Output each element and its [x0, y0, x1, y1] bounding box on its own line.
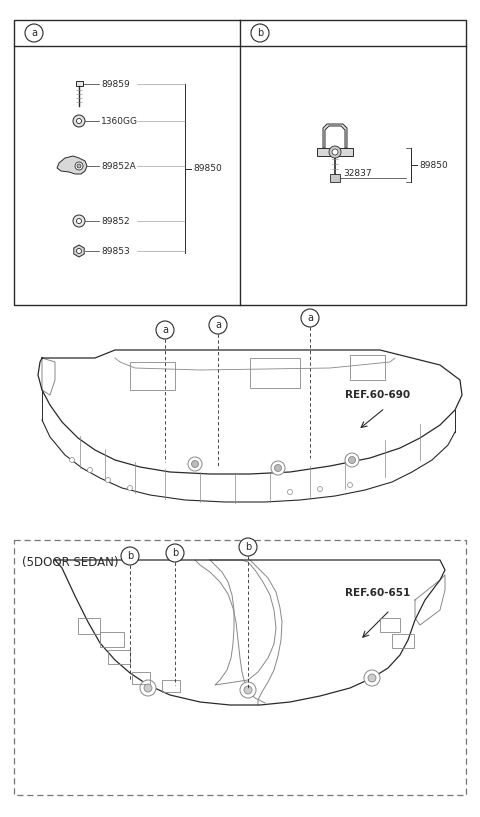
Text: 32837: 32837: [343, 169, 372, 178]
Bar: [162, 680, 180, 692]
Circle shape: [121, 547, 139, 565]
Circle shape: [348, 483, 352, 488]
Text: b: b: [127, 551, 133, 561]
Circle shape: [144, 684, 152, 692]
Circle shape: [73, 215, 85, 227]
Text: 89853: 89853: [101, 247, 130, 256]
Text: REF.60-651: REF.60-651: [345, 588, 410, 598]
Circle shape: [75, 162, 83, 170]
Circle shape: [77, 164, 81, 168]
Circle shape: [209, 316, 227, 334]
Text: a: a: [307, 313, 313, 323]
Bar: [14, 20, 466, 305]
Bar: [350, 355, 385, 380]
Text: 1360GG: 1360GG: [101, 117, 138, 126]
Polygon shape: [57, 156, 87, 174]
Text: 89850: 89850: [193, 164, 222, 173]
Circle shape: [106, 477, 110, 483]
Text: b: b: [172, 548, 178, 558]
Bar: [392, 634, 414, 648]
Bar: [250, 358, 300, 388]
Circle shape: [87, 467, 93, 472]
Circle shape: [271, 461, 285, 475]
Bar: [130, 362, 175, 390]
Circle shape: [73, 115, 85, 127]
Circle shape: [76, 118, 82, 123]
Text: 89850: 89850: [419, 160, 448, 169]
Text: (5DOOR SEDAN): (5DOOR SEDAN): [22, 556, 119, 569]
Polygon shape: [317, 148, 353, 156]
Bar: [78, 618, 100, 634]
Circle shape: [70, 458, 74, 462]
Circle shape: [76, 248, 82, 253]
Text: 89859: 89859: [101, 79, 130, 88]
Circle shape: [368, 674, 376, 682]
Text: b: b: [245, 542, 251, 552]
Circle shape: [348, 457, 356, 463]
Circle shape: [301, 309, 319, 327]
Bar: [100, 632, 124, 647]
Circle shape: [244, 686, 252, 694]
Text: a: a: [215, 320, 221, 330]
Text: a: a: [162, 325, 168, 335]
Text: 89852A: 89852A: [101, 162, 136, 171]
Circle shape: [188, 457, 202, 471]
Bar: [380, 618, 400, 632]
Text: b: b: [257, 28, 263, 38]
Circle shape: [345, 453, 359, 467]
Bar: [132, 672, 150, 684]
Circle shape: [192, 461, 199, 467]
Bar: [108, 650, 130, 664]
Circle shape: [364, 670, 380, 686]
Circle shape: [140, 680, 156, 696]
Circle shape: [128, 485, 132, 490]
Text: REF.60-690: REF.60-690: [345, 390, 410, 400]
Circle shape: [166, 544, 184, 562]
Polygon shape: [323, 124, 347, 148]
Circle shape: [275, 465, 281, 471]
Text: 89852: 89852: [101, 217, 130, 225]
Text: a: a: [31, 28, 37, 38]
Circle shape: [240, 682, 256, 698]
Circle shape: [288, 489, 292, 494]
Circle shape: [329, 146, 341, 158]
Bar: [330, 174, 340, 182]
Circle shape: [332, 149, 338, 155]
Circle shape: [239, 538, 257, 556]
Circle shape: [156, 321, 174, 339]
Polygon shape: [74, 245, 84, 257]
Circle shape: [317, 486, 323, 492]
Circle shape: [76, 218, 82, 224]
Circle shape: [25, 24, 43, 42]
Bar: [75, 81, 83, 86]
Circle shape: [251, 24, 269, 42]
